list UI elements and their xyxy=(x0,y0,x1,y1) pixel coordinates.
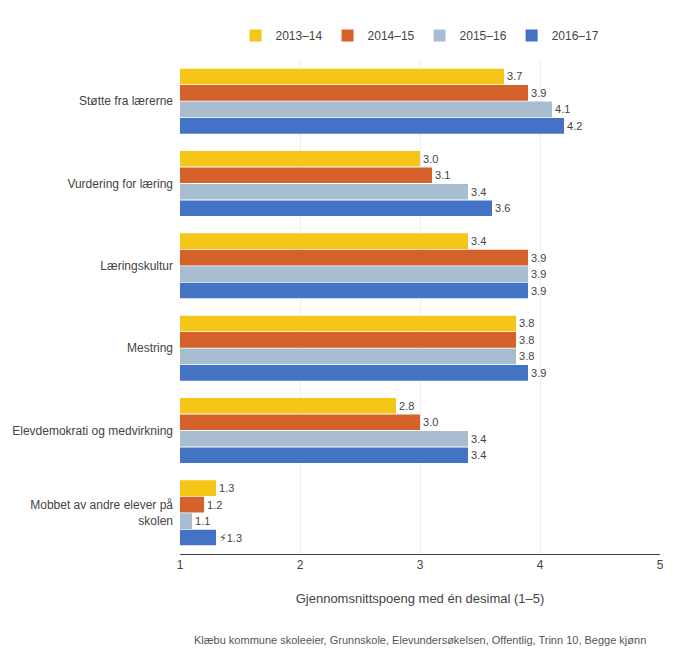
svg-text:3.4: 3.4 xyxy=(471,186,486,198)
svg-text:Klæbu kommune skoleeier, Grunn: Klæbu kommune skoleeier, Grunnskole, Ele… xyxy=(194,634,646,646)
svg-text:2.8: 2.8 xyxy=(399,400,414,412)
svg-text:4.1: 4.1 xyxy=(555,103,570,115)
svg-text:2: 2 xyxy=(297,558,304,572)
svg-text:3.4: 3.4 xyxy=(471,433,486,445)
svg-text:3.8: 3.8 xyxy=(519,334,534,346)
svg-text:1.1: 1.1 xyxy=(195,515,210,527)
svg-text:Mestring: Mestring xyxy=(127,341,173,355)
svg-text:3.9: 3.9 xyxy=(531,87,546,99)
svg-text:5: 5 xyxy=(657,558,664,572)
svg-text:⚡1.3: ⚡1.3 xyxy=(219,532,242,544)
svg-text:3.0: 3.0 xyxy=(423,153,438,165)
svg-text:3.8: 3.8 xyxy=(519,350,534,362)
svg-text:3.8: 3.8 xyxy=(519,317,534,329)
svg-text:3.9: 3.9 xyxy=(531,252,546,264)
svg-text:1: 1 xyxy=(177,558,184,572)
svg-text:3: 3 xyxy=(417,558,424,572)
svg-text:2016–17: 2016–17 xyxy=(552,29,599,43)
svg-text:2013–14: 2013–14 xyxy=(276,29,323,43)
svg-text:2015–16: 2015–16 xyxy=(460,29,507,43)
svg-text:3.9: 3.9 xyxy=(531,268,546,280)
svg-text:1.3: 1.3 xyxy=(219,482,234,494)
svg-text:Læringskultur: Læringskultur xyxy=(100,259,173,273)
svg-text:3.6: 3.6 xyxy=(495,202,510,214)
svg-text:4.2: 4.2 xyxy=(567,120,582,132)
svg-text:Gjennomsnittspoeng med én desi: Gjennomsnittspoeng med én desimal (1–5) xyxy=(296,591,545,606)
svg-text:3.1: 3.1 xyxy=(435,169,450,181)
svg-text:1.2: 1.2 xyxy=(207,499,222,511)
svg-text:3.9: 3.9 xyxy=(531,367,546,379)
svg-text:3.4: 3.4 xyxy=(471,449,486,461)
svg-text:Vurdering for læring: Vurdering for læring xyxy=(67,177,173,191)
svg-text:Elevdemokrati og medvirkning: Elevdemokrati og medvirkning xyxy=(12,424,173,438)
svg-text:3.7: 3.7 xyxy=(507,70,522,82)
svg-text:3.4: 3.4 xyxy=(471,235,486,247)
svg-text:2014–15: 2014–15 xyxy=(368,29,415,43)
svg-text:4: 4 xyxy=(537,558,544,572)
svg-text:3.0: 3.0 xyxy=(423,416,438,428)
svg-text:Støtte fra lærerne: Støtte fra lærerne xyxy=(79,94,173,108)
svg-text:3.9: 3.9 xyxy=(531,285,546,297)
svg-text:Mobbet av andre elever påskole: Mobbet av andre elever påskolen xyxy=(30,498,173,528)
